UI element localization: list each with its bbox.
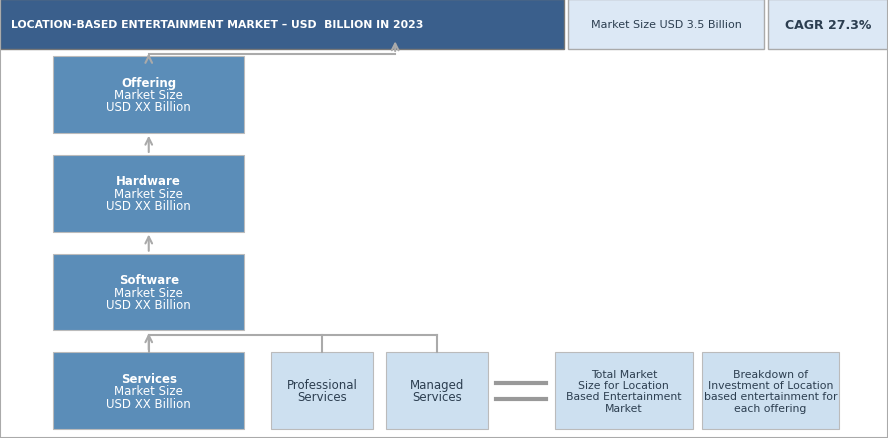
FancyBboxPatch shape [768, 0, 888, 50]
Text: Market Size: Market Size [115, 385, 183, 397]
Text: USD XX Billion: USD XX Billion [107, 298, 191, 311]
Text: USD XX Billion: USD XX Billion [107, 397, 191, 410]
Text: Managed: Managed [410, 378, 464, 391]
Text: based entertainment for: based entertainment for [703, 392, 837, 402]
Text: Market Size USD 3.5 Billion: Market Size USD 3.5 Billion [591, 20, 741, 30]
Text: Market: Market [605, 403, 643, 413]
Text: Investment of Location: Investment of Location [708, 380, 833, 390]
FancyBboxPatch shape [53, 155, 244, 232]
Text: Services: Services [412, 391, 463, 403]
FancyBboxPatch shape [53, 57, 244, 134]
Text: USD XX Billion: USD XX Billion [107, 200, 191, 212]
FancyBboxPatch shape [53, 353, 244, 429]
FancyBboxPatch shape [271, 353, 373, 429]
Text: Breakdown of: Breakdown of [733, 369, 808, 379]
FancyBboxPatch shape [386, 353, 488, 429]
Text: USD XX Billion: USD XX Billion [107, 101, 191, 114]
Text: CAGR 27.3%: CAGR 27.3% [785, 19, 871, 32]
Text: Software: Software [119, 274, 178, 286]
Text: Services: Services [297, 391, 347, 403]
FancyBboxPatch shape [0, 0, 564, 50]
Text: LOCATION-BASED ENTERTAINMENT MARKET – USD  BILLION IN 2023: LOCATION-BASED ENTERTAINMENT MARKET – US… [11, 20, 423, 30]
Text: Based Entertainment: Based Entertainment [566, 392, 682, 402]
FancyBboxPatch shape [53, 254, 244, 331]
FancyBboxPatch shape [568, 0, 764, 50]
Text: Market Size: Market Size [115, 286, 183, 299]
Text: Market Size: Market Size [115, 89, 183, 102]
Text: Professional: Professional [287, 378, 357, 391]
FancyBboxPatch shape [555, 353, 693, 429]
FancyBboxPatch shape [702, 353, 839, 429]
Text: Services: Services [121, 372, 177, 385]
Text: each offering: each offering [734, 403, 806, 413]
Text: Market Size: Market Size [115, 187, 183, 200]
Text: Size for Location: Size for Location [578, 380, 670, 390]
Text: Total Market: Total Market [591, 369, 657, 379]
Text: Hardware: Hardware [116, 175, 181, 188]
Text: Offering: Offering [121, 77, 177, 89]
